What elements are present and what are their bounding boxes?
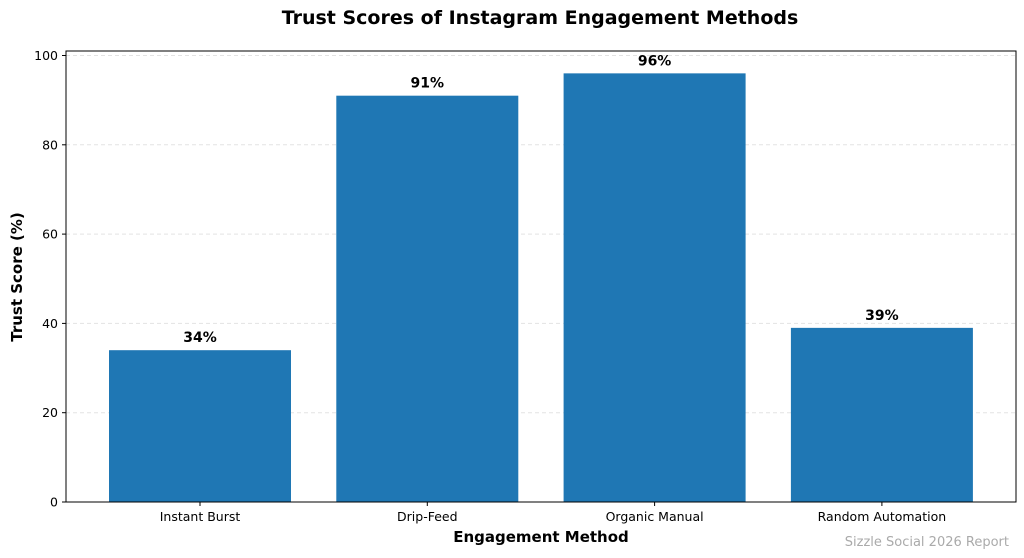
bars (109, 73, 973, 503)
y-tick-label: 100 (34, 48, 58, 63)
y-tick-label: 0 (50, 495, 58, 510)
bar (790, 327, 973, 502)
y-tick-label: 80 (42, 137, 58, 152)
x-tick-label: Organic Manual (606, 509, 704, 524)
watermark-text: Sizzle Social 2026 Report (845, 535, 1009, 550)
bar-value-label: 39% (865, 308, 899, 324)
y-tick-label: 20 (42, 405, 58, 420)
y-axis-label: Trust Score (%) (8, 212, 26, 342)
x-axis-label: Engagement Method (453, 528, 629, 546)
bar-value-label: 96% (638, 53, 672, 69)
bar (336, 95, 519, 502)
bar-value-label: 34% (183, 330, 217, 346)
y-tick-label: 40 (42, 316, 58, 331)
x-tick-label: Drip-Feed (397, 509, 458, 524)
x-tick-label: Random Automation (818, 509, 947, 524)
x-axis-ticks: Instant Burst Drip-Feed Organic Manual Rand… (160, 502, 946, 524)
y-tick-label: 60 (42, 227, 58, 242)
bar-value-label: 91% (411, 76, 445, 92)
data-labels: 34% 91% 96% 39% (183, 53, 898, 346)
bar (109, 350, 291, 502)
chart-title: Trust Scores of Instagram Engagement Met… (282, 7, 799, 29)
plot-frame (65, 50, 1017, 503)
y-axis-ticks: 0 20 40 60 80 100 (34, 48, 66, 510)
x-tick-label: Instant Burst (160, 509, 241, 524)
bar (563, 73, 746, 503)
